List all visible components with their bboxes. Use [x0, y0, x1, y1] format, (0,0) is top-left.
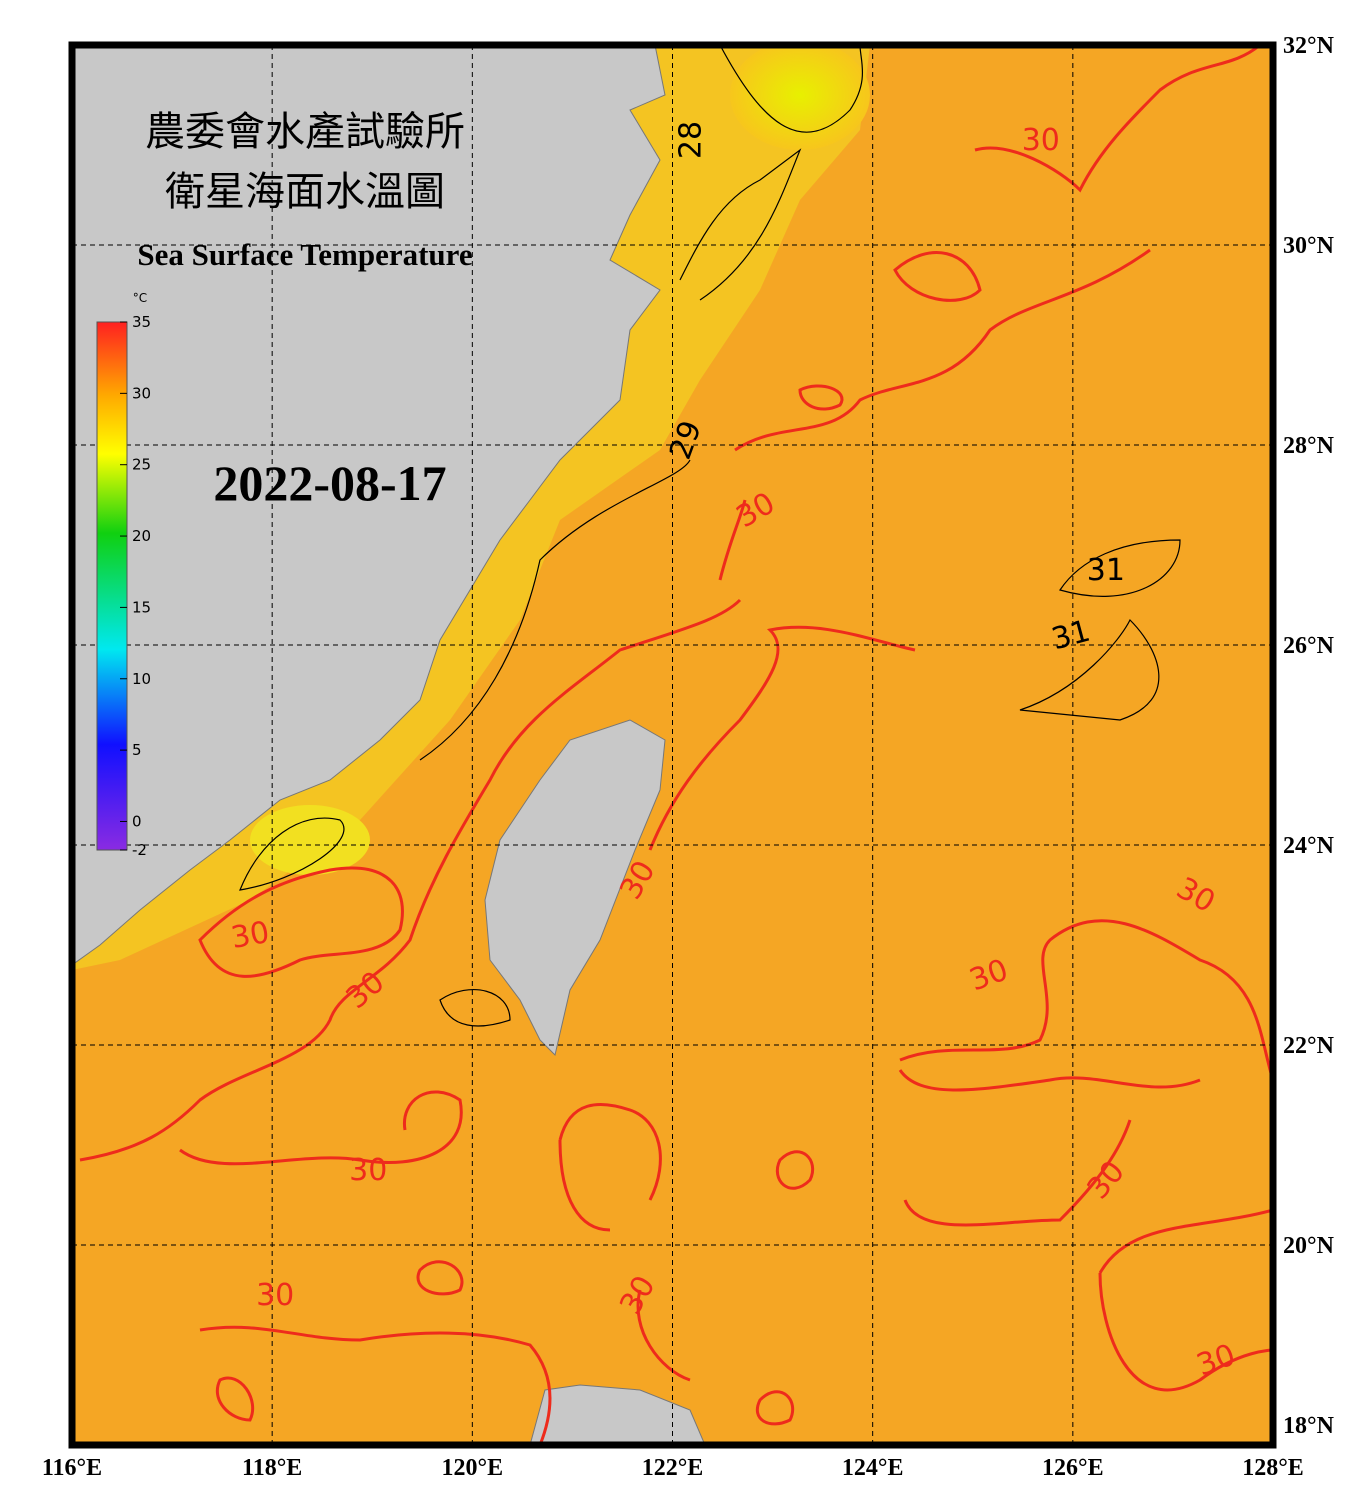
colorbar-tick-label: 5: [132, 741, 142, 759]
date: 2022-08-17: [213, 455, 446, 511]
mainland: [72, 45, 666, 966]
title-zh: 衛星海面水溫圖: [165, 169, 445, 215]
lat-tick-label: 32°N: [1283, 33, 1335, 59]
colorbar-tick-label: 0: [132, 812, 142, 830]
lat-tick-label: 18°N: [1283, 1413, 1335, 1439]
lon-tick-label: 124°E: [842, 1455, 904, 1481]
colorbar-tick-label: 15: [132, 598, 151, 616]
colorbar-tick-label: 35: [132, 313, 151, 331]
lon-tick-label: 120°E: [442, 1455, 504, 1481]
axes: 116°E 118°E 120°E 122°E 124°E 126°E 128°E 32°N 3…: [42, 33, 1335, 1481]
colorbar-unit: °C: [133, 291, 147, 305]
lat-tick-label: 28°N: [1283, 433, 1335, 459]
grid: [72, 45, 1273, 1445]
cool-zone: [250, 805, 370, 875]
title-en: Sea Surface Temperature: [137, 237, 472, 272]
colorbar-tick-label: 25: [132, 456, 151, 474]
colorbar-tick-label: -2: [132, 841, 147, 859]
lat-tick-label: 24°N: [1283, 833, 1335, 859]
lon-tick-label: 126°E: [1042, 1455, 1104, 1481]
contour-label: 28: [674, 121, 709, 159]
cool-zone: [730, 45, 870, 150]
colorbar-tick-label: 10: [132, 670, 151, 688]
map-frame: [68, 41, 1277, 1449]
contour-label: 30: [1022, 123, 1060, 158]
lon-tick-label: 118°E: [242, 1455, 302, 1481]
title-zh: 農委會水產試驗所: [145, 109, 465, 155]
lon-tick-label: 122°E: [642, 1455, 704, 1481]
luzon: [529, 1384, 706, 1445]
lon-tick-label: 128°E: [1242, 1455, 1304, 1481]
contour-label: 31: [1087, 553, 1125, 588]
colorbar-tick-label: 20: [132, 527, 151, 545]
lat-tick-label: 30°N: [1283, 233, 1335, 259]
contour-label: 30: [349, 1153, 387, 1188]
lat-tick-label: 20°N: [1283, 1233, 1335, 1259]
lat-tick-label: 22°N: [1283, 1033, 1335, 1059]
colorbar-ticks: 35 30 25 20 15 10 5 0 -2: [120, 313, 151, 859]
lon-tick-label: 116°E: [42, 1455, 102, 1481]
colorbar: [96, 321, 128, 851]
contours-red: [79, 45, 1273, 1445]
contour-label: 30: [256, 1278, 294, 1313]
contours-black: [239, 45, 1181, 1027]
lat-tick-label: 26°N: [1283, 633, 1335, 659]
colorbar-tick-label: 30: [132, 384, 151, 402]
contour-label: 30: [228, 915, 272, 956]
taiwan: [484, 719, 666, 1056]
